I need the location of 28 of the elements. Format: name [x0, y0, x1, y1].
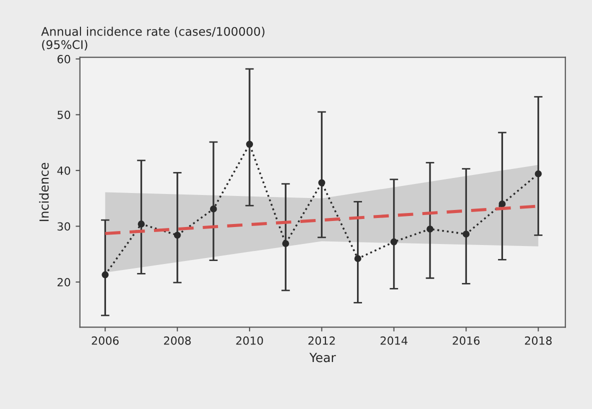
point: [354, 255, 362, 262]
point: [390, 238, 398, 246]
x-tick-label: 2012: [308, 336, 335, 345]
point: [426, 226, 434, 233]
y-tick-label: 30: [58, 222, 70, 231]
point: [138, 220, 145, 228]
y-axis-title: Incidence: [39, 162, 49, 222]
point: [318, 179, 326, 186]
point: [210, 205, 217, 212]
point: [498, 200, 506, 208]
point: [534, 170, 542, 178]
point: [174, 232, 181, 239]
y-tick-label: 40: [57, 166, 70, 175]
x-axis-title: Year: [309, 352, 336, 362]
point: [282, 240, 290, 248]
y-tick-label: 50: [58, 110, 70, 120]
x-tick-label: 2006: [92, 336, 119, 345]
y-tick-label: 60: [58, 54, 70, 64]
point: [246, 140, 254, 148]
x-tick-label: 2008: [164, 336, 191, 345]
x-tick-label: 2010: [236, 336, 263, 345]
point: [462, 230, 470, 238]
x-tick-label: 2018: [524, 336, 552, 345]
chart-title: Annual incidence rate (cases/100000) (95%CI): [41, 26, 264, 50]
y-tick-label: 20: [58, 278, 70, 286]
x-tick-label: 2014: [380, 336, 408, 345]
x-tick-label: 2016: [452, 336, 480, 345]
point: [102, 271, 109, 278]
